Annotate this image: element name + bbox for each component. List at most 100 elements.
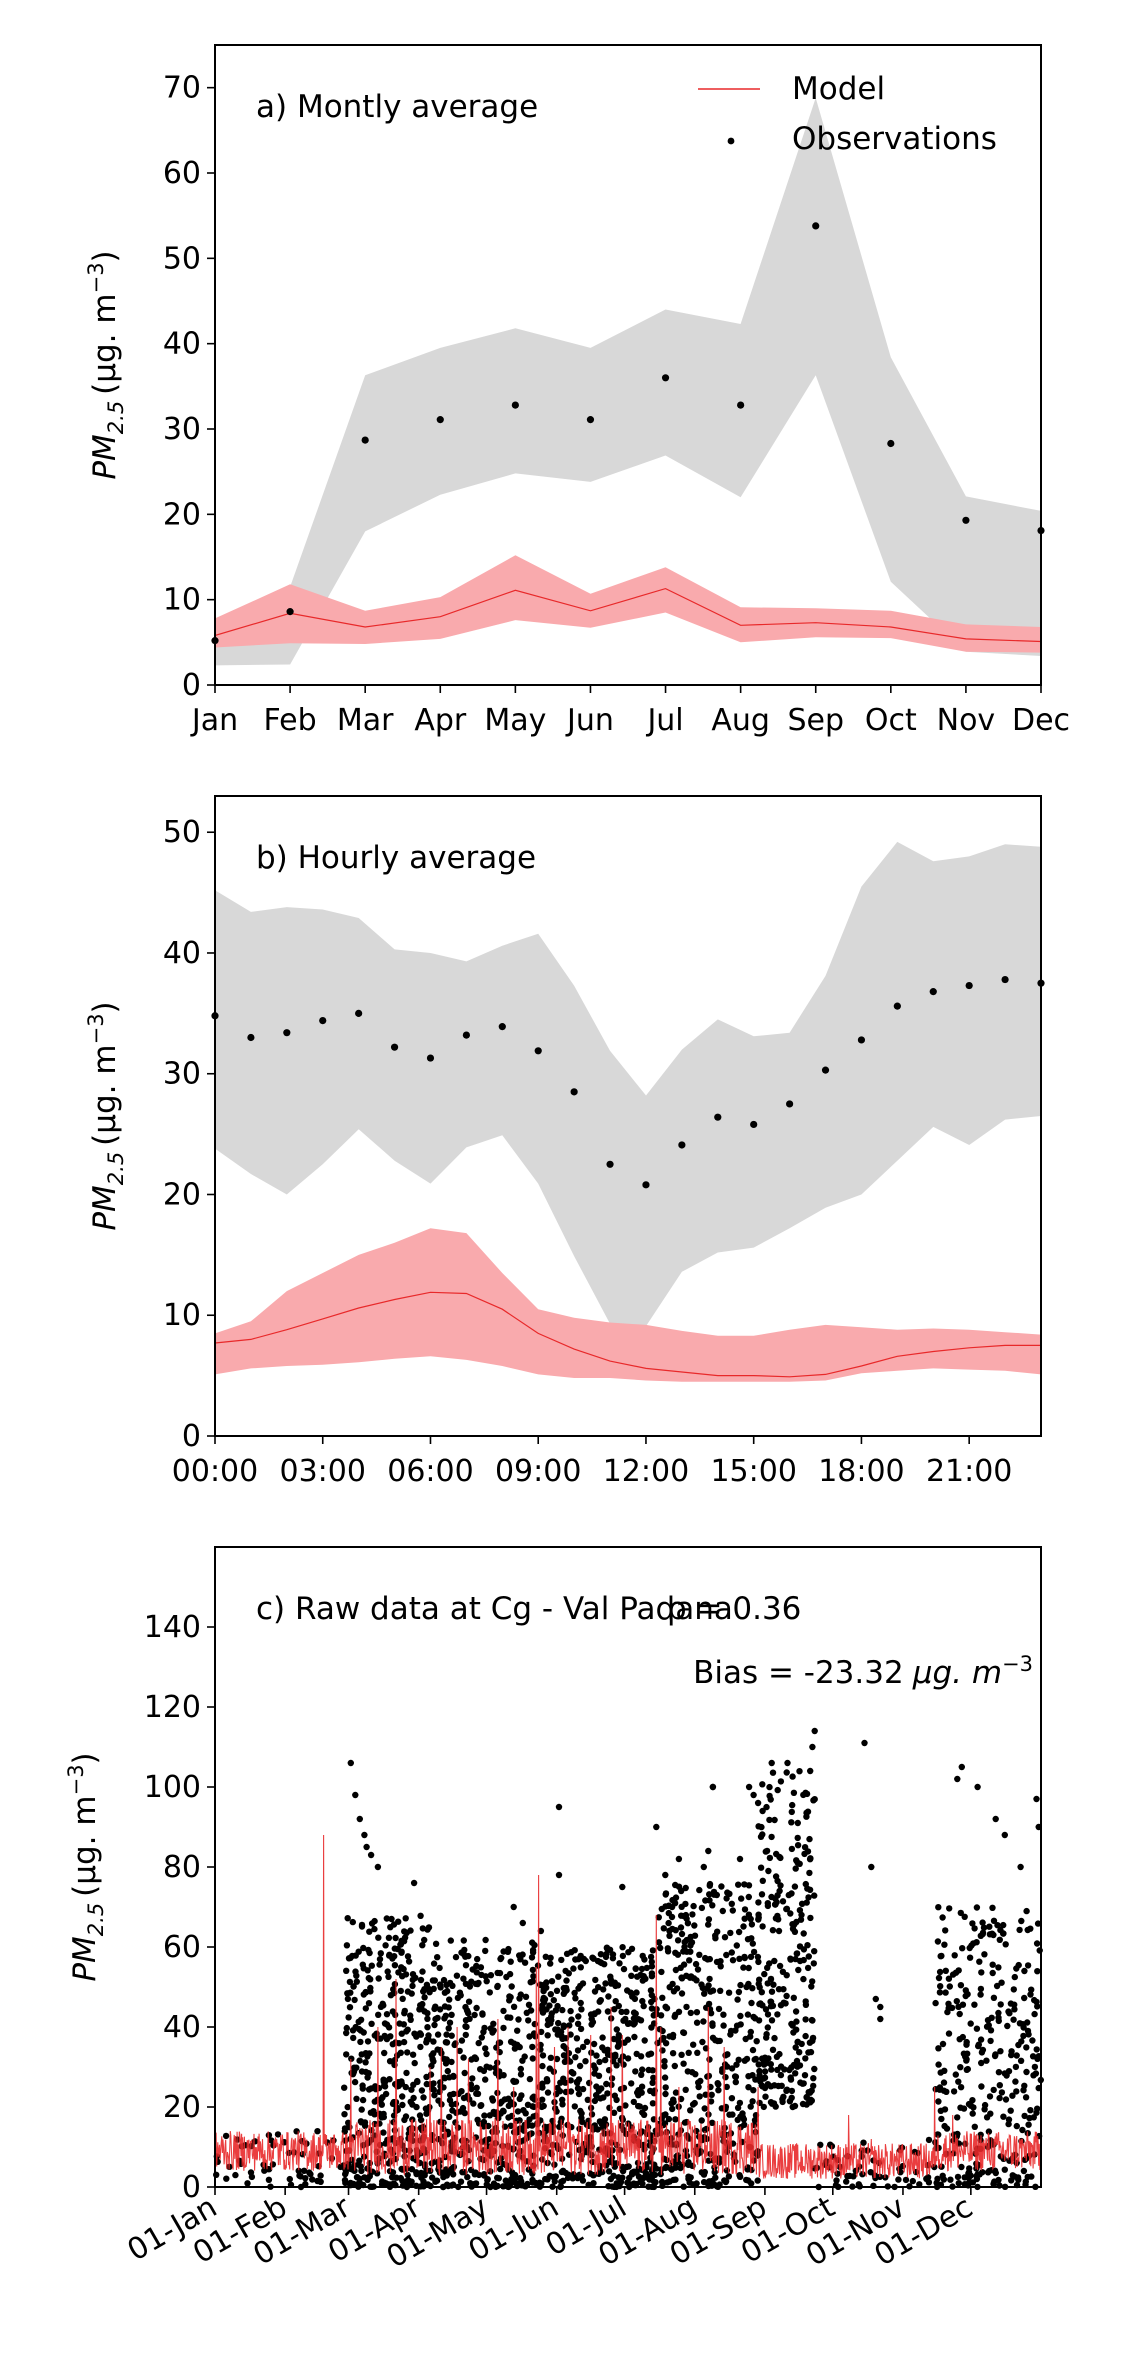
observation-point: [950, 2088, 958, 2095]
observation-point: [783, 2086, 791, 2093]
observation-point: [637, 2017, 645, 2024]
observation-point: [685, 2049, 692, 2056]
observation-point: [489, 2097, 497, 2104]
observation-point: [867, 2169, 874, 2176]
observation-point: [958, 1763, 965, 1771]
observation-point: [668, 1903, 676, 1911]
ylabel-a-sub: 2.5: [104, 401, 128, 434]
observation-point: [343, 1942, 351, 1949]
observation-point: [677, 1964, 684, 1972]
observation-point: [268, 2137, 275, 2144]
observation-point: [939, 1914, 946, 1921]
observation-point: [596, 2058, 603, 2066]
observation-point: [391, 1945, 398, 1952]
observation-point: [706, 1880, 714, 1888]
observation-point: [478, 2102, 485, 2109]
observation-point: [727, 1929, 734, 1937]
observation-point: [719, 1907, 726, 1915]
observation-point: [473, 2004, 480, 2012]
observation-point: [364, 2074, 371, 2081]
observation-point: [485, 2122, 492, 2130]
observation-point: [868, 1863, 875, 1871]
observation-point: [314, 2128, 321, 2135]
observation-point: [600, 2094, 607, 2101]
a-xtick-label: Aug: [711, 703, 770, 738]
observation-point: [345, 2014, 352, 2021]
observation-point: [976, 1958, 983, 1965]
observation-point: [399, 1973, 406, 1980]
observation-point: [773, 1899, 780, 1906]
observation-point: [550, 2068, 557, 2075]
observation-point: [529, 1939, 536, 1946]
observation-point: [507, 1958, 514, 1965]
observation-point: [764, 2081, 772, 2088]
a-xtick-label: Feb: [264, 703, 317, 738]
observation-point: [757, 1833, 765, 1841]
observation-point: [571, 2103, 578, 2110]
observation-point: [300, 2167, 308, 2174]
observation-point: [344, 2103, 351, 2111]
observation-point: [472, 2180, 479, 2187]
observation-point: [661, 2063, 668, 2070]
observation-point: [560, 2075, 567, 2082]
observation-point: [244, 2180, 251, 2187]
observation-point: [612, 1998, 619, 2005]
observation-point: [964, 2065, 971, 2073]
observation-point: [639, 1997, 646, 2005]
observation-point: [844, 2172, 851, 2180]
observation-point: [733, 1942, 740, 1949]
observation-point: [766, 1783, 773, 1791]
observation-point: [678, 1887, 685, 1895]
observation-point: [563, 1987, 570, 1994]
observation-point: [592, 1976, 599, 1984]
observation-point: [773, 1850, 780, 1858]
observation-point: [482, 2076, 489, 2083]
observation-point: [768, 2066, 775, 2073]
observation-point: [783, 1972, 790, 1979]
observation-point: [560, 2043, 567, 2050]
observation-point: [264, 2165, 271, 2173]
observation-point: [1005, 2008, 1012, 2015]
observation-point: [985, 2022, 992, 2029]
observation-point: [550, 1997, 557, 2004]
observation-point: [973, 1939, 980, 1946]
observation-point: [539, 2096, 546, 2103]
observation-point: [1028, 1986, 1035, 1993]
observation-point: [625, 1949, 632, 1956]
observation-point: [586, 416, 595, 424]
observation-point: [439, 2169, 446, 2176]
observation-point: [537, 1927, 545, 1935]
observation-point: [510, 1903, 517, 1911]
observation-point: [397, 1941, 405, 1948]
observation-point: [688, 1939, 696, 1946]
observation-point: [685, 2175, 692, 2183]
observation-point: [474, 1955, 481, 1963]
observation-point: [376, 1961, 383, 1968]
observation-point: [728, 2095, 736, 2102]
observation-point: [401, 1928, 408, 1935]
observation-point: [774, 2011, 781, 2018]
observation-point: [997, 2001, 1004, 2008]
observation-point: [663, 2005, 671, 2012]
observation-point: [480, 2123, 487, 2130]
observation-point: [409, 1976, 416, 1984]
observation-point: [421, 1994, 428, 2001]
observation-point: [712, 2037, 719, 2044]
observation-point: [541, 1995, 549, 2003]
observation-point: [429, 2174, 436, 2181]
legend-model-label: Model: [792, 71, 885, 107]
b-ytick-label: 40: [163, 936, 201, 971]
observation-point: [693, 2009, 701, 2016]
observation-point: [628, 1972, 635, 1980]
observation-point: [460, 1975, 467, 1982]
ylabel-b-close: ): [87, 1001, 123, 1013]
observation-point: [552, 2173, 559, 2180]
observation-point: [952, 2071, 959, 2078]
observation-point: [759, 1781, 766, 1788]
observation-point: [386, 2076, 393, 2083]
observation-point: [350, 2068, 358, 2075]
observation-point: [1016, 1926, 1023, 1934]
observation-point: [726, 1890, 733, 1898]
observation-point: [600, 1986, 607, 1993]
observation-point: [514, 2027, 521, 2034]
